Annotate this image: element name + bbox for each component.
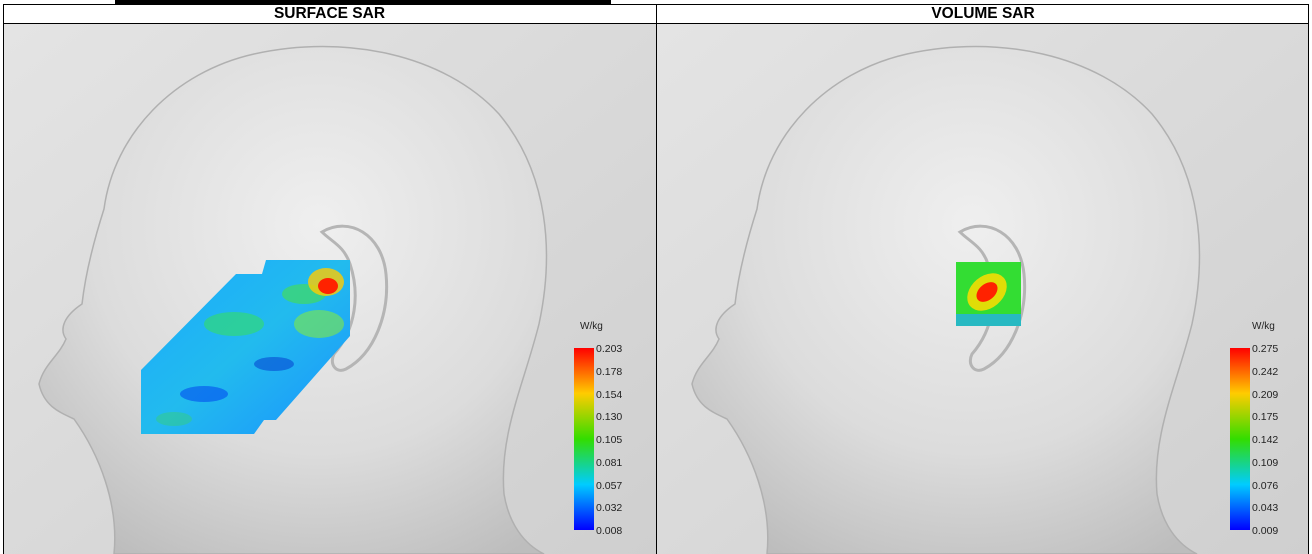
scale-tick: 0.057 — [596, 480, 622, 492]
surface-sar-panel: W/kg 0.203 0.178 0.154 0.130 0.105 0.081… — [4, 24, 656, 554]
surface-sar-figure: W/kg 0.203 0.178 0.154 0.130 0.105 0.081… — [4, 24, 656, 554]
top-rule — [115, 0, 611, 4]
volume-sar-figure: W/kg 0.275 0.242 0.209 0.175 0.142 0.109… — [657, 24, 1308, 554]
scale-tick: 0.242 — [1252, 366, 1278, 378]
scale-tick: 0.081 — [596, 457, 622, 469]
scale-tick: 0.076 — [1252, 480, 1278, 492]
color-scale-ticks: 0.203 0.178 0.154 0.130 0.105 0.081 0.05… — [596, 343, 622, 537]
scale-tick: 0.009 — [1252, 525, 1278, 537]
scale-tick: 0.203 — [596, 343, 622, 355]
scale-tick: 0.109 — [1252, 457, 1278, 469]
scale-tick: 0.209 — [1252, 389, 1278, 401]
color-scale-unit: W/kg — [1252, 321, 1275, 332]
color-scale-bar — [574, 348, 594, 530]
sar-overlay — [956, 262, 1021, 326]
color-scale-ticks: 0.275 0.242 0.209 0.175 0.142 0.109 0.07… — [1252, 343, 1278, 537]
volume-sar-title: VOLUME SAR — [931, 5, 1035, 22]
column-divider — [656, 4, 657, 554]
scale-tick: 0.032 — [596, 502, 622, 514]
color-scale-unit: W/kg — [580, 321, 603, 332]
scale-tick: 0.043 — [1252, 502, 1278, 514]
scale-tick: 0.008 — [596, 525, 622, 537]
volume-sar-panel: W/kg 0.275 0.242 0.209 0.175 0.142 0.109… — [657, 24, 1308, 554]
color-scale-bar — [1230, 348, 1250, 530]
scale-tick: 0.154 — [596, 389, 622, 401]
surface-sar-title: SURFACE SAR — [273, 5, 386, 22]
scale-tick: 0.130 — [596, 411, 622, 423]
scale-tick: 0.175 — [1252, 411, 1278, 423]
header-divider — [3, 23, 1309, 24]
head-model — [691, 45, 1201, 554]
scale-tick: 0.275 — [1252, 343, 1278, 355]
scale-tick: 0.142 — [1252, 434, 1278, 446]
scale-tick: 0.105 — [596, 434, 622, 446]
scale-tick: 0.178 — [596, 366, 622, 378]
